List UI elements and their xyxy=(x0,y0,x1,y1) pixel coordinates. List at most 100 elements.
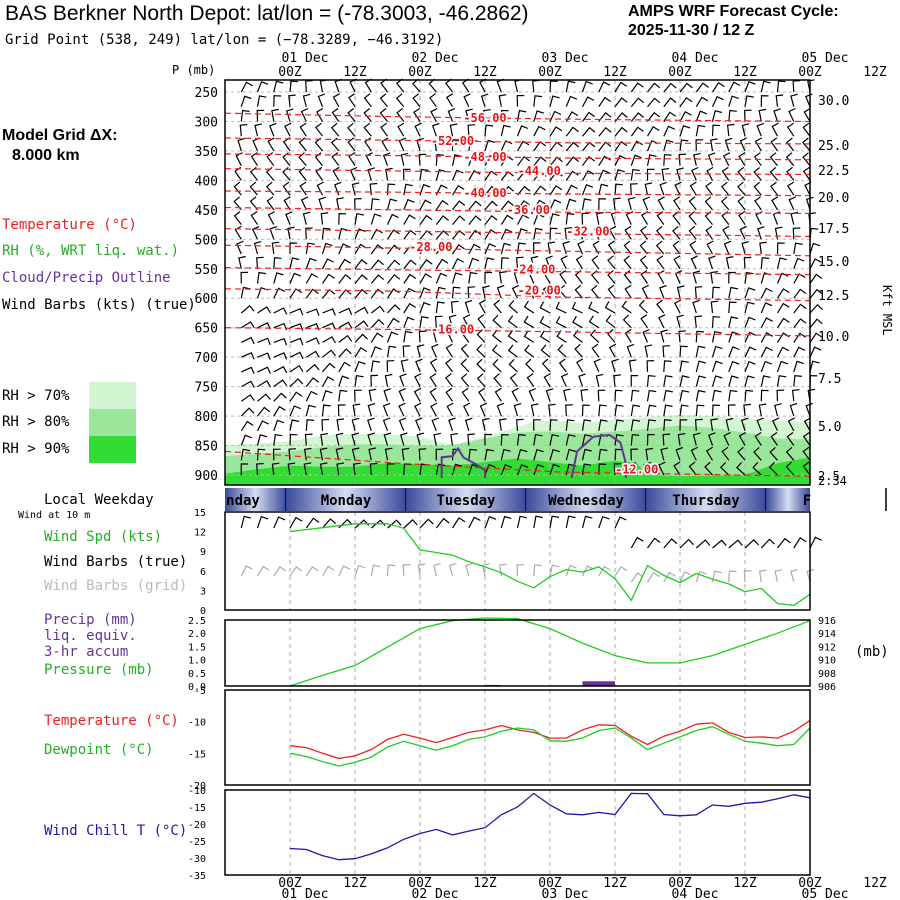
wind-barb-surface xyxy=(273,516,286,529)
wind-barb xyxy=(711,345,723,358)
wind-barb-surface xyxy=(581,515,593,529)
wind-barb xyxy=(592,240,600,255)
bottom-hour-label: 00Z xyxy=(798,876,822,891)
wind-barb xyxy=(302,211,311,225)
wind-barb xyxy=(347,137,356,152)
wind-barb xyxy=(574,343,583,358)
wind-barb xyxy=(288,94,296,107)
wind-barb xyxy=(656,299,665,314)
wind-barb-grid xyxy=(647,572,660,583)
wind-barb xyxy=(269,226,277,240)
wind-barb xyxy=(646,154,657,166)
wind-barb xyxy=(728,316,739,328)
wind-barb xyxy=(624,225,632,240)
wind-barb xyxy=(273,272,284,284)
wind-barb xyxy=(646,433,655,446)
wind-barb xyxy=(793,332,807,343)
temperature-contour-label: -24.00 xyxy=(512,262,555,276)
wind-barb xyxy=(688,225,697,240)
wind-barb xyxy=(744,80,756,93)
wind-barb xyxy=(663,360,672,372)
wind-barb xyxy=(805,93,813,107)
wind-barb xyxy=(741,123,750,137)
wind-barb xyxy=(300,196,309,211)
wind-barb xyxy=(580,388,589,402)
wind-barb xyxy=(484,154,497,166)
wind-barb xyxy=(382,402,391,417)
wind-barb xyxy=(695,110,708,122)
wind-barb xyxy=(736,461,746,476)
wind-barb xyxy=(257,322,271,330)
wind-barb xyxy=(235,152,243,166)
wind-barb xyxy=(352,462,361,476)
cross-section-frame xyxy=(224,79,811,486)
wind-barb xyxy=(752,461,762,476)
wind-barb xyxy=(383,432,392,446)
wind-barb xyxy=(646,140,659,152)
windchill-panel-tick: -30 xyxy=(188,854,206,865)
wind-barb xyxy=(533,141,547,152)
wind-barb xyxy=(380,122,388,137)
wind-barb xyxy=(435,244,449,255)
wind-barb xyxy=(744,301,755,314)
wind-barb-surface xyxy=(516,515,528,529)
legend-windbarbs-grid: Wind Barbs (grid) xyxy=(44,578,188,594)
wind-barb xyxy=(352,403,361,417)
wind-barb xyxy=(565,156,579,167)
wind-barb xyxy=(679,125,691,137)
wind-barb xyxy=(728,95,739,107)
wind-barb xyxy=(481,417,490,431)
wind-barb xyxy=(370,360,380,372)
wind-barb xyxy=(513,403,522,417)
wind-barb xyxy=(722,225,730,240)
wind-barb xyxy=(240,463,249,476)
wind-barb xyxy=(387,259,401,270)
wind-barb xyxy=(728,286,739,299)
wind-barb xyxy=(241,352,255,360)
wind-barb xyxy=(484,271,492,284)
wind-barb xyxy=(435,463,446,476)
wind-barb xyxy=(287,226,295,240)
legend-rh90-swatch xyxy=(89,436,136,463)
bottom-date-label: 05 Dec xyxy=(802,887,849,900)
wind-barb xyxy=(708,255,716,270)
wind-barb-surface xyxy=(728,539,743,549)
wind-barb xyxy=(630,82,644,93)
wind-barb xyxy=(403,259,417,270)
wind-barb xyxy=(419,273,432,284)
wind-barb-grid xyxy=(321,565,335,577)
wind-barb xyxy=(739,225,747,240)
pressure-tick-label: 900 xyxy=(195,469,218,484)
wind-barb xyxy=(658,461,666,476)
wind-barb xyxy=(655,240,665,255)
wind-barb xyxy=(582,155,596,167)
wind-barb xyxy=(756,417,764,432)
weekday-band-segment xyxy=(406,488,526,511)
precip-panel-tick: 2.0 xyxy=(188,629,206,640)
wind-barb xyxy=(760,375,771,387)
pressure-tick: 908 xyxy=(818,669,836,680)
wind-barb xyxy=(452,200,466,211)
wind-barb xyxy=(809,332,823,343)
wind-barb xyxy=(524,344,535,358)
wind-barb xyxy=(705,225,713,240)
windchill-panel xyxy=(224,789,811,876)
wind-barb xyxy=(354,228,366,240)
wind-barb xyxy=(298,152,307,167)
wind-barb xyxy=(256,448,266,461)
wind-barb xyxy=(549,227,558,240)
wind-barb xyxy=(710,418,718,431)
wind-barb xyxy=(451,272,463,284)
wind-barb xyxy=(770,137,778,152)
wind-barb xyxy=(370,213,382,225)
wind-barb xyxy=(240,407,255,417)
wind-barb-surface xyxy=(793,537,807,549)
wind-barb xyxy=(285,108,294,122)
wind-barb-grid xyxy=(614,566,628,577)
wind-barb xyxy=(336,197,344,210)
height-tick-label: 17.5 xyxy=(818,222,849,237)
wind-barb xyxy=(288,448,297,461)
wind-barb-grid xyxy=(774,569,783,583)
wind-barb xyxy=(613,374,621,387)
